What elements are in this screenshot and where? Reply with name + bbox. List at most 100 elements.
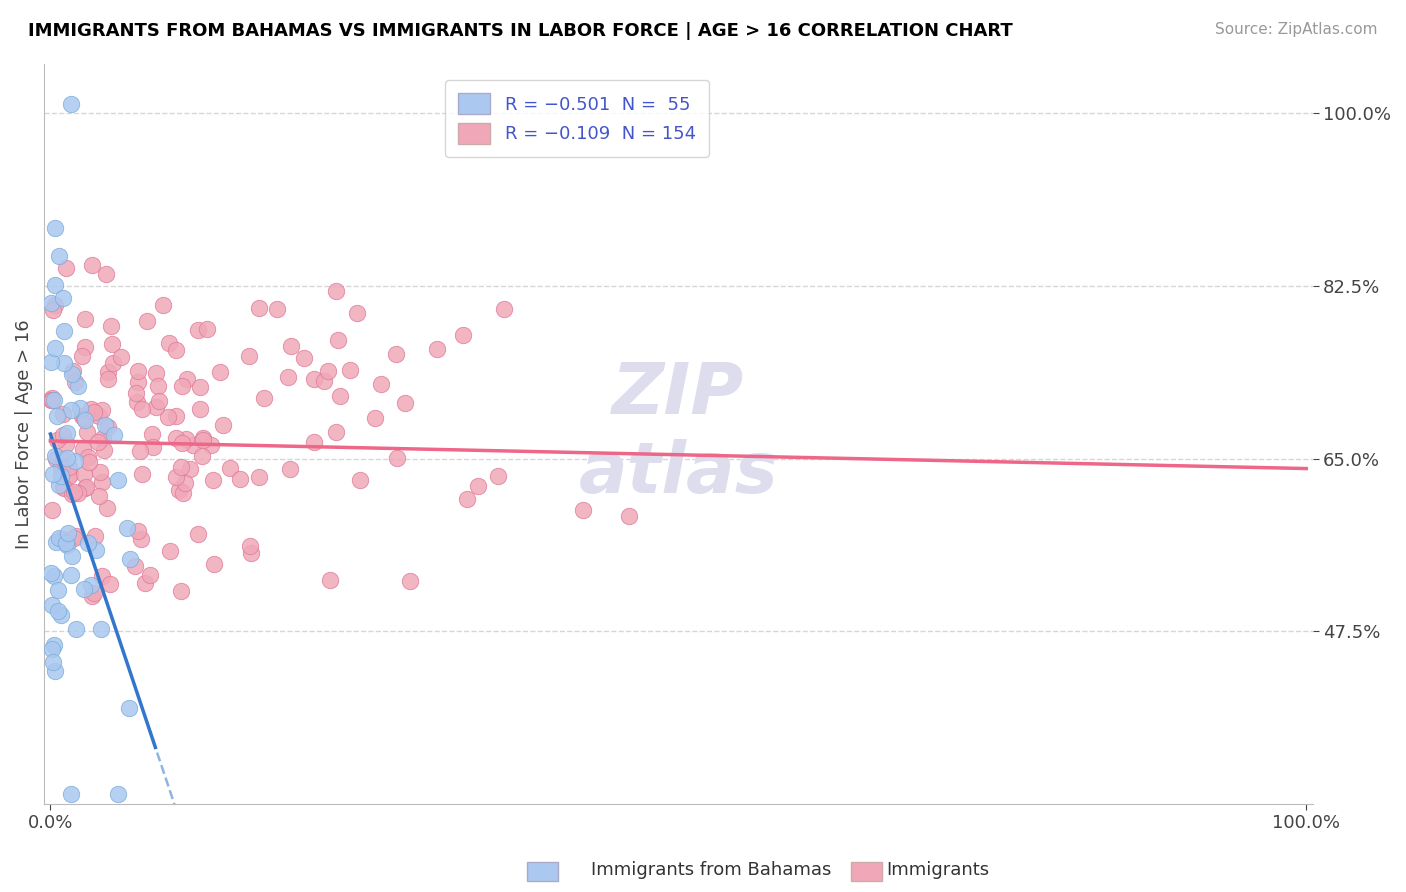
Point <box>142 440 165 454</box>
Point <box>56 450 79 465</box>
Point <box>97 420 120 434</box>
Point <box>59 787 82 801</box>
Text: Immigrants: Immigrants <box>886 861 988 879</box>
Point <box>90 622 112 636</box>
Point <box>60 368 83 382</box>
Point <box>39 296 62 310</box>
Point <box>45 535 67 549</box>
Y-axis label: In Labor Force | Age > 16: In Labor Force | Age > 16 <box>15 319 32 549</box>
Point <box>247 470 270 484</box>
Point <box>96 267 118 281</box>
Point <box>202 557 225 571</box>
Point <box>70 409 93 423</box>
Point <box>165 343 187 357</box>
Point <box>572 502 595 516</box>
Point <box>73 411 96 425</box>
Point <box>41 655 63 669</box>
Point <box>46 409 69 424</box>
Point <box>41 391 63 405</box>
Point <box>135 314 157 328</box>
Point <box>44 449 66 463</box>
Point <box>46 583 69 598</box>
Point <box>41 392 63 407</box>
Point <box>44 277 66 292</box>
Point <box>467 478 489 492</box>
Point <box>52 480 75 494</box>
Point <box>148 394 170 409</box>
Text: Source: ZipAtlas.com: Source: ZipAtlas.com <box>1215 22 1378 37</box>
Point <box>52 481 75 495</box>
Point <box>59 467 82 482</box>
Point <box>157 335 180 350</box>
Point <box>96 501 118 516</box>
Point <box>58 459 80 474</box>
Point <box>494 302 516 317</box>
Point <box>211 418 233 433</box>
Point <box>72 349 94 363</box>
Point <box>101 356 124 370</box>
Point <box>55 425 77 440</box>
Point <box>129 532 152 546</box>
Point <box>75 413 97 427</box>
Point <box>619 509 641 524</box>
Point <box>107 787 129 801</box>
Point <box>55 437 77 451</box>
Point <box>124 559 146 574</box>
Point <box>58 468 80 483</box>
Point <box>45 451 67 466</box>
Point <box>63 531 86 545</box>
Point <box>41 641 63 656</box>
Point <box>44 220 66 235</box>
Point <box>80 590 103 604</box>
Point <box>240 546 263 560</box>
Point <box>42 393 65 408</box>
Point <box>97 365 120 379</box>
Point <box>131 402 153 417</box>
Point <box>80 402 103 417</box>
Point <box>219 461 242 475</box>
Point <box>42 467 65 482</box>
Point <box>181 438 204 452</box>
Point <box>370 376 392 391</box>
Point <box>292 351 315 365</box>
Point <box>60 487 83 501</box>
Point <box>349 473 371 487</box>
Point <box>48 249 70 263</box>
Point <box>172 486 194 500</box>
Point <box>200 438 222 452</box>
Point <box>191 434 214 448</box>
Text: IMMIGRANTS FROM BAHAMAS VS IMMIGRANTS IN LABOR FORCE | AGE > 16 CORRELATION CHAR: IMMIGRANTS FROM BAHAMAS VS IMMIGRANTS IN… <box>28 22 1012 40</box>
Point <box>156 409 179 424</box>
Point <box>201 474 224 488</box>
Point <box>385 451 408 466</box>
Point <box>316 363 339 377</box>
Point <box>48 478 70 492</box>
Point <box>145 366 167 380</box>
Point <box>131 467 153 481</box>
Point <box>75 340 97 354</box>
Point <box>399 574 422 589</box>
Point <box>60 549 83 563</box>
Point <box>67 378 90 392</box>
Point <box>127 363 149 377</box>
Point <box>188 380 211 394</box>
Point <box>76 450 98 464</box>
Point <box>326 333 349 347</box>
Point <box>229 473 252 487</box>
Point <box>195 322 218 336</box>
Point <box>69 401 91 416</box>
Point <box>39 355 62 369</box>
Point <box>91 569 114 583</box>
Point <box>488 468 510 483</box>
Point <box>329 389 352 403</box>
Point <box>39 393 62 408</box>
Point <box>141 426 163 441</box>
Point <box>107 474 129 488</box>
Point <box>91 475 114 489</box>
Point <box>65 622 87 636</box>
Point <box>426 342 449 356</box>
Point <box>174 433 197 447</box>
Point <box>44 298 66 312</box>
Point <box>84 542 107 557</box>
Point <box>394 396 416 410</box>
